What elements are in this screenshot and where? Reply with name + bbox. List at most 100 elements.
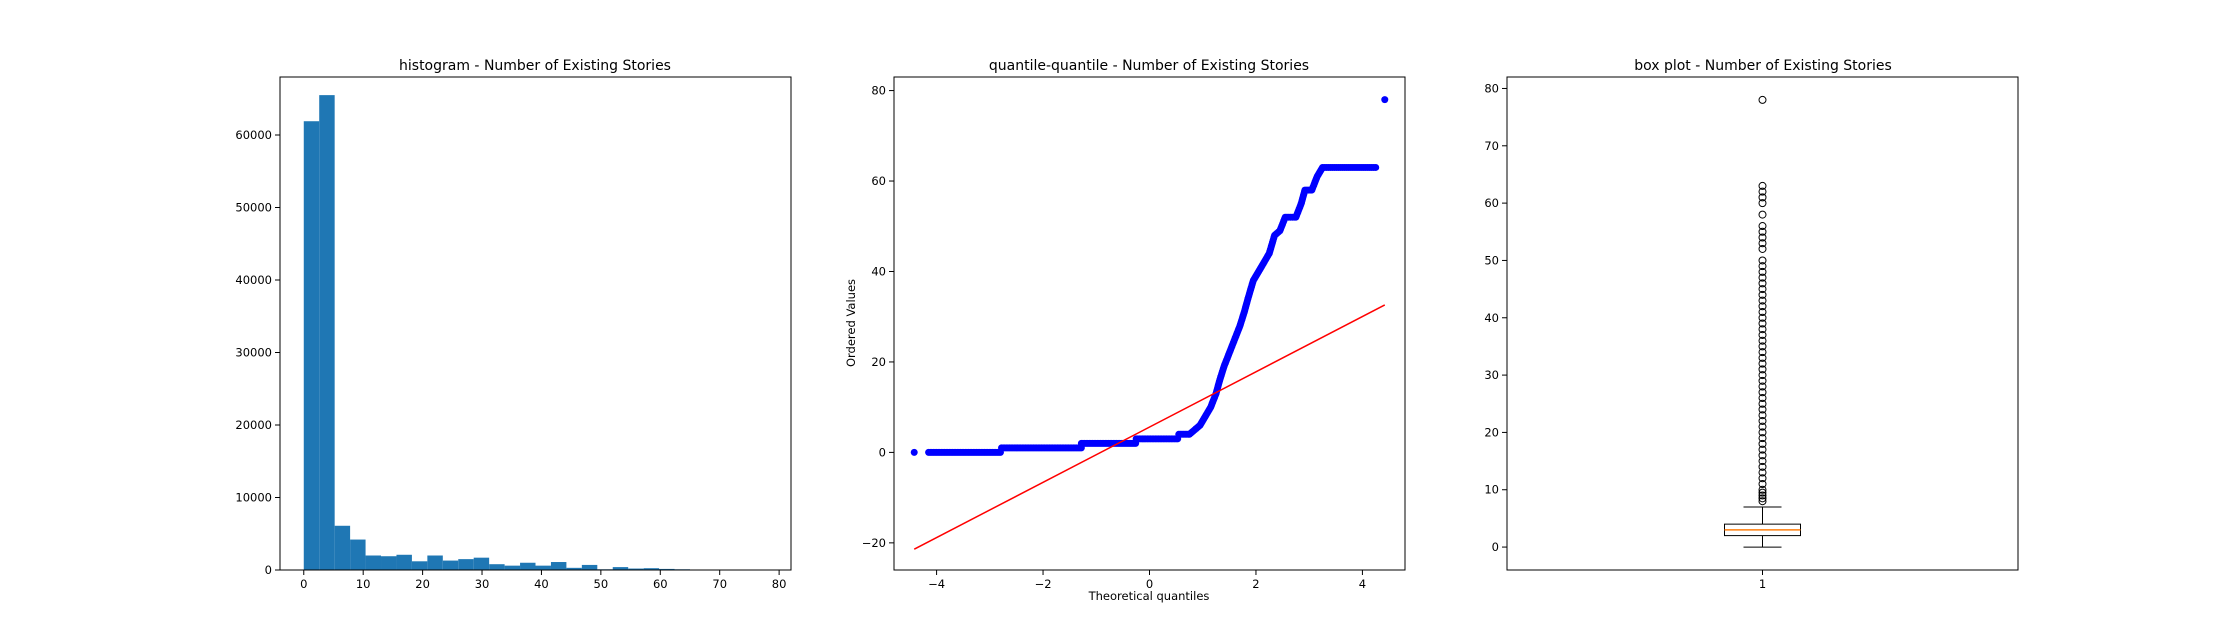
- y-tick-label: 50: [1484, 253, 1499, 267]
- histogram-bar: [535, 565, 551, 570]
- x-tick-label: 30: [475, 577, 490, 591]
- y-tick-label: 10: [1484, 483, 1499, 497]
- histogram-bar: [520, 562, 536, 570]
- box-flier: [1758, 376, 1767, 385]
- box-plot-panel: box plot - Number of Existing Stories 1 …: [1484, 58, 2019, 591]
- qq-fit-line: [913, 304, 1386, 550]
- histogram-bar: [458, 559, 474, 570]
- histogram-bar: [550, 562, 567, 570]
- box-flier: [1758, 422, 1767, 431]
- qq-plot-x-axis-label: Theoretical quantiles: [1088, 589, 1210, 603]
- box-flier: [1758, 445, 1767, 454]
- box-flier: [1758, 290, 1767, 299]
- box-flier: [1758, 285, 1767, 294]
- qq-plot-y-axis-label: Ordered Values: [844, 279, 858, 367]
- x-tick-label: 40: [534, 577, 549, 591]
- y-tick-label: 80: [1484, 81, 1499, 95]
- y-tick-label: 60: [871, 174, 886, 188]
- box-plot-x-ticks: 1: [1759, 570, 1766, 591]
- histogram-bar: [612, 567, 629, 570]
- x-tick-label: −4: [928, 577, 945, 591]
- box-flier: [1758, 267, 1767, 276]
- box-flier: [1758, 416, 1767, 425]
- x-tick-label: 50: [594, 577, 609, 591]
- box-flier: [1758, 199, 1767, 208]
- histogram-y-ticks: 0 10000 20000 30000 40000 50000 60000: [235, 128, 280, 577]
- x-tick-label: 4: [1359, 577, 1366, 591]
- qq-plot-y-ticks: −20 0 20 40 60 80: [862, 84, 894, 550]
- histogram-bar: [319, 95, 335, 570]
- histogram-axes-frame: [279, 76, 792, 571]
- y-tick-label: 0: [1492, 540, 1499, 554]
- box-flier: [1758, 325, 1767, 334]
- box-flier: [1758, 348, 1767, 357]
- box-flier: [1758, 494, 1767, 503]
- histogram-bar: [442, 560, 459, 570]
- x-tick-label: 20: [415, 577, 430, 591]
- qq-plot-reference-line: [913, 304, 1386, 550]
- histogram-bar: [581, 564, 598, 570]
- box-flier: [1758, 488, 1767, 497]
- box-flier: [1758, 353, 1767, 362]
- box-flier: [1758, 193, 1767, 202]
- histogram-bar: [659, 568, 675, 570]
- histogram-bar: [396, 554, 412, 570]
- x-tick-label: 0: [1146, 577, 1153, 591]
- qq-point: [910, 448, 918, 456]
- y-tick-label: 10000: [235, 491, 272, 505]
- box-flier: [1758, 434, 1767, 443]
- y-tick-label: 0: [879, 445, 886, 459]
- histogram-x-ticks: 0 10 20 30 40 50 60 70 80: [300, 570, 786, 591]
- histogram-panel: histogram - Number of Existing Stories 0…: [235, 58, 792, 591]
- histogram-bar: [489, 564, 505, 570]
- box-flier: [1758, 439, 1767, 448]
- box-flier: [1758, 428, 1767, 437]
- x-tick-label: 80: [772, 577, 787, 591]
- histogram-bar: [365, 555, 382, 570]
- box-flier: [1758, 308, 1767, 317]
- x-tick-label: 10: [356, 577, 371, 591]
- x-tick-label: 2: [1252, 577, 1259, 591]
- box-plot-body: [1724, 506, 1801, 548]
- y-tick-label: 40: [1484, 311, 1499, 325]
- histogram-bar: [350, 539, 366, 570]
- box-flier: [1758, 210, 1767, 219]
- qq-plot-title: quantile-quantile - Number of Existing S…: [989, 58, 1309, 74]
- y-tick-label: 20: [871, 355, 886, 369]
- y-tick-label: 60: [1484, 196, 1499, 210]
- histogram-bar: [303, 121, 320, 570]
- box-flier: [1758, 313, 1767, 322]
- box-flier: [1758, 336, 1767, 345]
- x-tick-label: −2: [1035, 577, 1052, 591]
- box-flier: [1758, 244, 1767, 253]
- box-plot-title: box plot - Number of Existing Stories: [1634, 58, 1892, 74]
- y-tick-label: 20000: [235, 418, 272, 432]
- y-tick-label: 40000: [235, 273, 272, 287]
- qq-plot-points: [910, 96, 1389, 456]
- box-flier: [1758, 227, 1767, 236]
- box-flier: [1758, 181, 1767, 190]
- box-flier: [1758, 95, 1767, 104]
- y-tick-label: −20: [862, 536, 886, 550]
- qq-point: [1372, 163, 1380, 171]
- histogram-bar: [473, 557, 490, 570]
- box-plot-fliers: [1758, 95, 1767, 506]
- y-tick-label: 80: [871, 84, 886, 98]
- y-tick-label: 30: [1484, 368, 1499, 382]
- box-flier: [1758, 480, 1767, 489]
- y-tick-label: 50000: [235, 201, 272, 215]
- box-flier: [1758, 394, 1767, 403]
- x-tick-label: 70: [712, 577, 727, 591]
- box-flier: [1758, 330, 1767, 339]
- y-tick-label: 60000: [235, 128, 272, 142]
- y-tick-label: 30000: [235, 346, 272, 360]
- qq-plot-axes-frame: [893, 76, 1406, 571]
- box-flier: [1758, 497, 1767, 506]
- box-flier: [1758, 256, 1767, 265]
- y-tick-label: 0: [265, 563, 272, 577]
- box-flier: [1758, 296, 1767, 305]
- histogram-bar: [566, 567, 582, 570]
- box-flier: [1758, 405, 1767, 414]
- histogram-bars: [303, 95, 768, 570]
- histogram-bar: [504, 565, 521, 570]
